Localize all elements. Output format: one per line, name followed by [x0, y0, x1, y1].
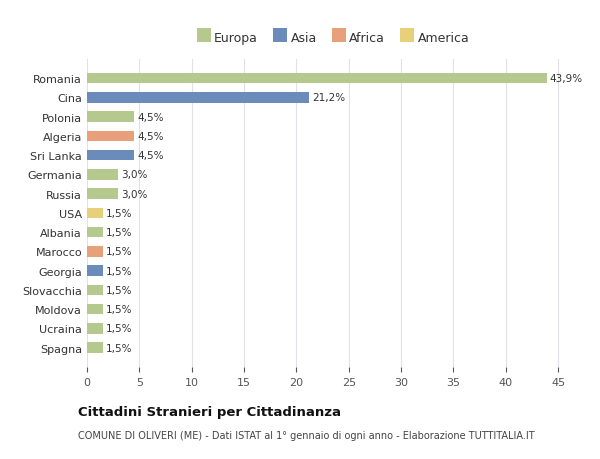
Text: 21,2%: 21,2% — [312, 93, 345, 103]
Bar — [87, 170, 118, 180]
Text: 4,5%: 4,5% — [137, 112, 164, 123]
Bar — [87, 285, 103, 296]
Bar — [87, 304, 103, 315]
Bar — [87, 93, 309, 103]
Bar — [87, 227, 103, 238]
Bar — [87, 266, 103, 276]
Bar — [87, 131, 134, 142]
Bar — [87, 112, 134, 123]
Text: 1,5%: 1,5% — [106, 228, 133, 238]
Text: 4,5%: 4,5% — [137, 132, 164, 141]
Text: 1,5%: 1,5% — [106, 285, 133, 295]
Bar — [87, 246, 103, 257]
Text: 43,9%: 43,9% — [550, 74, 583, 84]
Bar — [87, 189, 118, 200]
Bar — [87, 343, 103, 353]
Text: 3,0%: 3,0% — [122, 170, 148, 180]
Bar — [87, 151, 134, 161]
Text: 1,5%: 1,5% — [106, 304, 133, 314]
Bar — [87, 324, 103, 334]
Text: 4,5%: 4,5% — [137, 151, 164, 161]
Text: 1,5%: 1,5% — [106, 208, 133, 218]
Text: 1,5%: 1,5% — [106, 324, 133, 334]
Bar — [87, 208, 103, 219]
Legend: Europa, Asia, Africa, America: Europa, Asia, Africa, America — [197, 32, 469, 45]
Text: 1,5%: 1,5% — [106, 266, 133, 276]
Bar — [87, 73, 547, 84]
Text: 1,5%: 1,5% — [106, 343, 133, 353]
Text: Cittadini Stranieri per Cittadinanza: Cittadini Stranieri per Cittadinanza — [78, 405, 341, 419]
Text: 3,0%: 3,0% — [122, 189, 148, 199]
Text: 1,5%: 1,5% — [106, 247, 133, 257]
Text: COMUNE DI OLIVERI (ME) - Dati ISTAT al 1° gennaio di ogni anno - Elaborazione TU: COMUNE DI OLIVERI (ME) - Dati ISTAT al 1… — [78, 431, 535, 440]
